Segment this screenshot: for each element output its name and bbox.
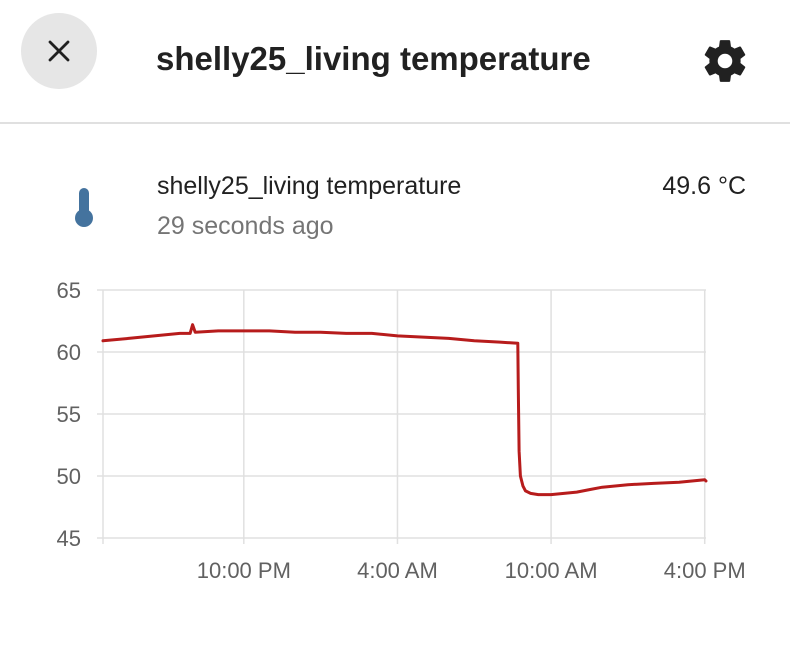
y-tick-label: 45 bbox=[57, 526, 81, 551]
thermometer-icon bbox=[70, 186, 98, 233]
last-changed: 29 seconds ago bbox=[157, 212, 334, 240]
entity-state: 49.6 °C bbox=[662, 172, 746, 200]
gear-icon bbox=[704, 40, 746, 82]
x-tick-label: 4:00 AM bbox=[357, 558, 438, 583]
x-tick-label: 10:00 PM bbox=[197, 558, 291, 583]
y-tick-label: 65 bbox=[57, 278, 81, 303]
y-tick-label: 50 bbox=[57, 464, 81, 489]
y-tick-label: 60 bbox=[57, 340, 81, 365]
history-chart[interactable]: 45 50 55 60 65 10:00 PM 4:00 AM 10:00 AM 4:00 PM bbox=[0, 270, 790, 600]
x-tick-label: 4:00 PM bbox=[664, 558, 746, 583]
close-icon bbox=[48, 40, 70, 62]
settings-button[interactable] bbox=[700, 36, 750, 86]
y-tick-label: 55 bbox=[57, 402, 81, 427]
temperature-series-line bbox=[101, 323, 708, 497]
dialog-header: shelly25_living temperature bbox=[0, 0, 790, 124]
dialog-title: shelly25_living temperature bbox=[156, 40, 591, 77]
entity-name: shelly25_living temperature bbox=[157, 172, 462, 200]
x-tick-label: 10:00 AM bbox=[505, 558, 598, 583]
close-button[interactable] bbox=[21, 13, 97, 89]
